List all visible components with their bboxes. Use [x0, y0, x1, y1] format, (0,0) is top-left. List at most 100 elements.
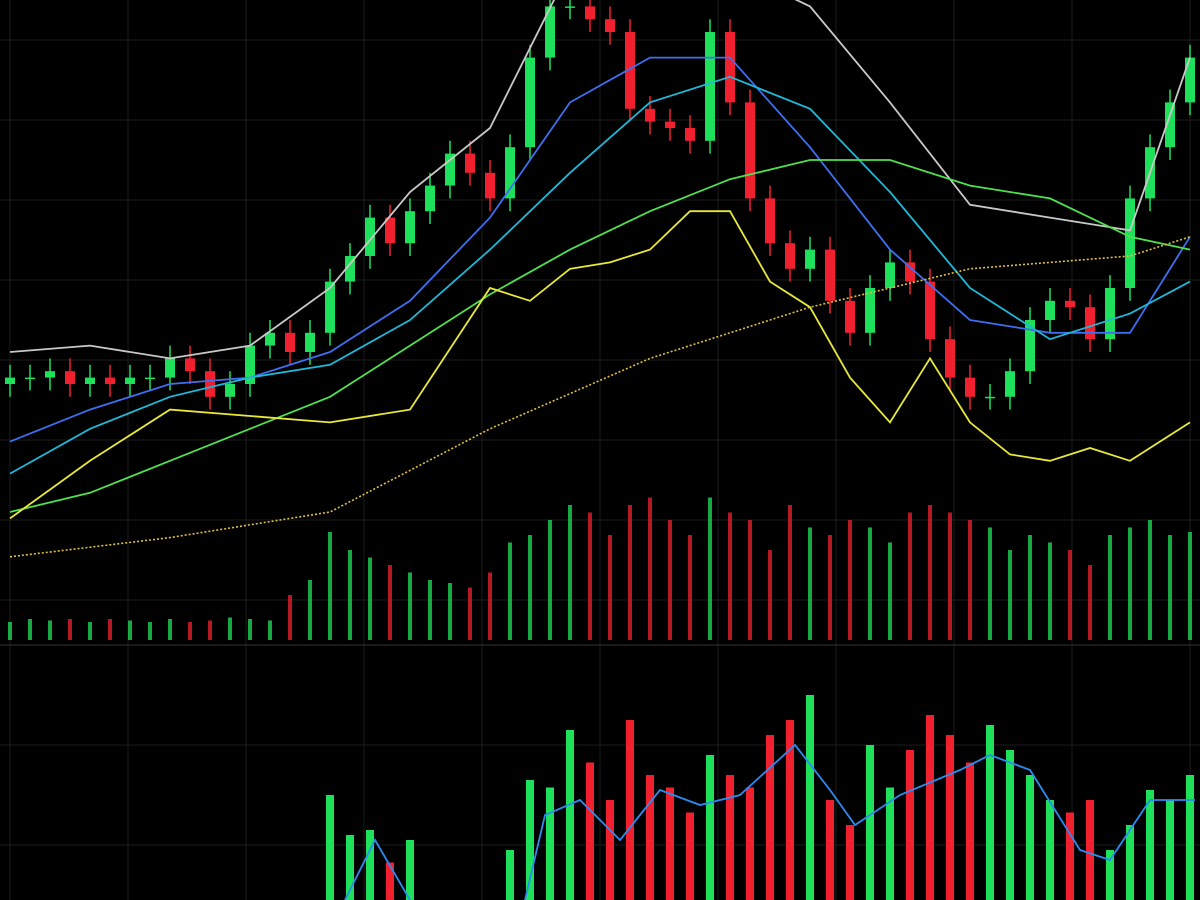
candle-body	[945, 339, 955, 378]
volume-bar	[508, 542, 512, 640]
volume-bar	[368, 557, 372, 640]
candle-body	[745, 102, 755, 199]
candle-body	[645, 108, 655, 122]
oscillator-bar	[1006, 750, 1014, 900]
candle-body	[465, 153, 475, 173]
volume-bar	[1008, 550, 1012, 640]
candle-body	[765, 198, 775, 244]
volume-bar	[948, 512, 952, 640]
candle-body	[85, 377, 95, 384]
candle-body	[445, 153, 455, 186]
indicator-line	[344, 838, 411, 900]
candle-body	[1105, 288, 1115, 340]
oscillator-bar	[986, 725, 994, 900]
volume-bar	[48, 620, 52, 640]
candle-body	[285, 332, 295, 352]
volume-bar	[1088, 565, 1092, 640]
candle-body	[825, 249, 835, 301]
oscillator-bar	[806, 695, 814, 900]
oscillator-bar	[506, 850, 514, 900]
oscillator-bar	[346, 835, 354, 900]
volume-bar	[1168, 535, 1172, 640]
oscillator-bar	[886, 787, 894, 900]
candle-body	[925, 281, 935, 340]
oscillator-bar	[1186, 775, 1194, 900]
volume-bar	[288, 595, 292, 640]
oscillator-bar	[1146, 790, 1154, 900]
indicator-line	[9, 210, 1191, 520]
oscillator-bar	[746, 787, 754, 900]
candle-body	[5, 377, 15, 384]
candle-body	[1125, 198, 1135, 288]
candle-body	[1165, 102, 1175, 148]
oscillator-bar	[546, 787, 554, 900]
oscillator-bar	[366, 830, 374, 900]
oscillator-bar	[866, 745, 874, 900]
volume-bar	[588, 512, 592, 640]
indicator-line	[9, 236, 1191, 558]
candle-body	[785, 243, 795, 269]
oscillator-bar	[646, 775, 654, 900]
candle-body	[425, 185, 435, 212]
candle-body	[1025, 320, 1035, 372]
oscillator-bar	[966, 762, 974, 900]
volume-bar	[768, 550, 772, 640]
candle-body	[205, 371, 215, 397]
volume-bar	[868, 527, 872, 640]
candle-body	[845, 300, 855, 333]
volume-bar	[208, 620, 212, 640]
oscillator-bar	[946, 735, 954, 900]
volume-bar	[308, 580, 312, 640]
candle-body	[305, 332, 315, 352]
volume-bar	[528, 535, 532, 640]
volume-bar	[268, 620, 272, 640]
candle-body	[505, 147, 515, 199]
volume-bar	[128, 620, 132, 640]
candle-body	[25, 377, 35, 380]
volume-bar	[1068, 550, 1072, 640]
oscillator-bar	[1046, 800, 1054, 900]
volume-bar	[808, 527, 812, 640]
volume-bar	[708, 497, 712, 640]
volume-bar	[548, 520, 552, 640]
candle-body	[165, 358, 175, 378]
volume-bar	[1028, 535, 1032, 640]
oscillator-bar	[706, 755, 714, 900]
candle-body	[605, 19, 615, 32]
candle-body	[985, 396, 995, 399]
volume-bar	[88, 622, 92, 640]
volume-bar	[628, 505, 632, 640]
volume-bar	[488, 572, 492, 640]
oscillator-bar	[566, 730, 574, 900]
volume-bar	[1048, 542, 1052, 640]
candle-body	[65, 371, 75, 384]
oscillator-bar	[666, 787, 674, 900]
candle-body	[885, 262, 895, 288]
oscillator-bar	[326, 795, 334, 900]
candle-body	[865, 288, 875, 333]
candle-body	[245, 345, 255, 384]
candle-body	[805, 249, 815, 269]
candle-body	[185, 358, 195, 372]
candle-body	[705, 32, 715, 141]
candle-body	[405, 211, 415, 244]
volume-bar	[888, 542, 892, 640]
candle-body	[385, 217, 395, 244]
volume-bar	[728, 512, 732, 640]
volume-bar	[188, 622, 192, 640]
oscillator-bar	[526, 780, 534, 900]
oscillator-bar	[606, 800, 614, 900]
volume-bar	[568, 505, 572, 640]
oscillator-bar	[1106, 850, 1114, 900]
oscillator-bar	[826, 800, 834, 900]
volume-bar	[748, 520, 752, 640]
volume-bar	[848, 520, 852, 640]
candle-body	[625, 32, 635, 109]
volume-bar	[1148, 520, 1152, 640]
candle-body	[905, 262, 915, 282]
volume-bar	[348, 550, 352, 640]
indicator-line	[9, 0, 1191, 360]
volume-bar	[788, 505, 792, 640]
volume-bar	[928, 505, 932, 640]
